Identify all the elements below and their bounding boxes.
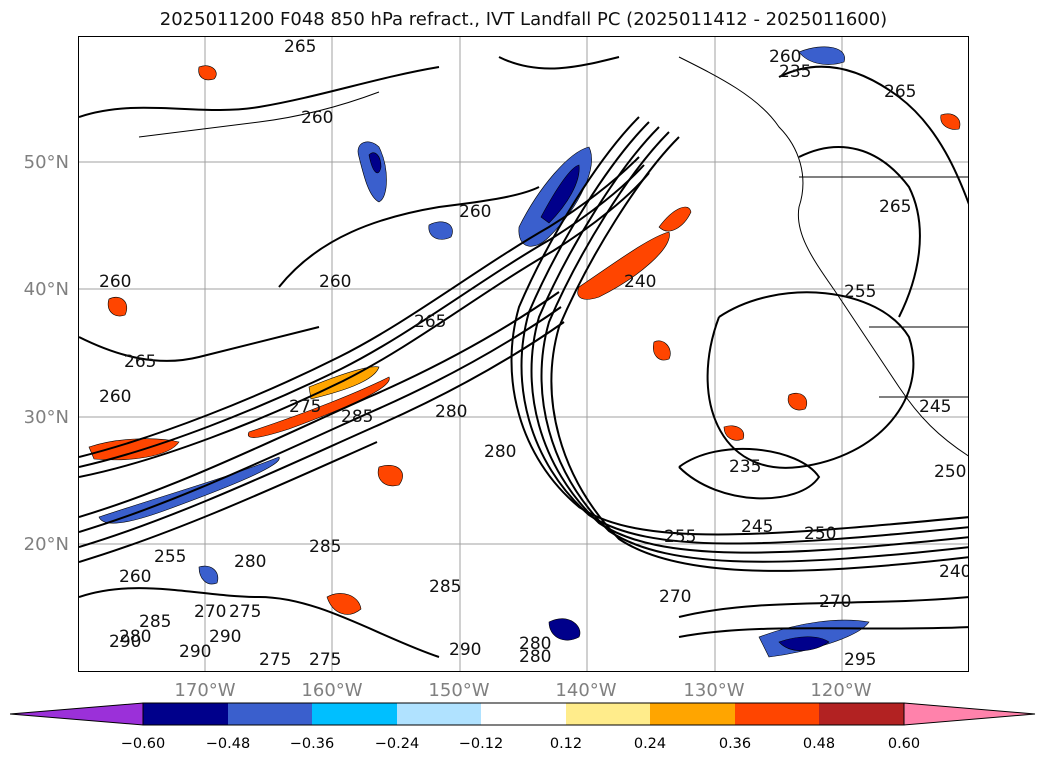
contour-label: 275 bbox=[229, 602, 261, 622]
map-canvas: 265 260 260 260 260 260 265 265 260 275 … bbox=[79, 37, 969, 671]
contour-label: 285 bbox=[309, 537, 341, 557]
lon-label: 120°W bbox=[810, 680, 872, 701]
contour-label: 290 bbox=[179, 642, 211, 662]
colorbar-tick: 0.48 bbox=[802, 736, 836, 752]
colorbar-tick: 0.60 bbox=[887, 736, 921, 752]
contour-label: 255 bbox=[154, 547, 186, 567]
contour-label: 275 bbox=[259, 650, 291, 670]
contour-label: 260 bbox=[119, 567, 151, 587]
colorbar-segment bbox=[312, 703, 397, 725]
colorbar-tick: −0.60 bbox=[120, 736, 166, 752]
contour-label: 260 bbox=[99, 272, 131, 292]
lat-label: 30°N bbox=[23, 407, 69, 428]
contour-label: 275 bbox=[289, 397, 321, 417]
contour-label: 280 bbox=[234, 552, 266, 572]
colorbar-tick: −0.12 bbox=[458, 736, 504, 752]
contour-label: 270 bbox=[194, 602, 226, 622]
contour-label: 255 bbox=[664, 527, 696, 547]
colorbar-segment bbox=[566, 703, 650, 725]
colorbar-segment bbox=[143, 703, 228, 725]
contour-label: 265 bbox=[284, 37, 316, 57]
map-title: 2025011200 F048 850 hPa refract., IVT La… bbox=[159, 9, 888, 30]
contour-label: 285 bbox=[429, 577, 461, 597]
contour-label: 235 bbox=[729, 457, 761, 477]
lon-label: 160°W bbox=[301, 680, 363, 701]
contour-label: 290 bbox=[449, 640, 481, 660]
lon-label: 150°W bbox=[428, 680, 490, 701]
contour-label-group: 265 260 260 260 260 260 265 265 260 275 … bbox=[99, 37, 969, 670]
colorbar-tick: −0.36 bbox=[289, 736, 335, 752]
ivt-contours bbox=[79, 56, 968, 658]
contour-label: 290 bbox=[209, 627, 241, 647]
contour-label: 295 bbox=[844, 650, 876, 670]
contour-label: 260 bbox=[99, 387, 131, 407]
contour-label: 240 bbox=[624, 272, 656, 292]
contour-label: 280 bbox=[435, 402, 467, 422]
colorbar-tick: 0.24 bbox=[633, 736, 667, 752]
contour-label: 235 bbox=[779, 62, 811, 82]
contour-label: 285 bbox=[139, 612, 171, 632]
colorbar-tick: −0.48 bbox=[205, 736, 251, 752]
colorbar-segment bbox=[397, 703, 481, 725]
colorbar-segment bbox=[650, 703, 735, 725]
contour-label: 270 bbox=[819, 592, 851, 612]
contour-label: 265 bbox=[884, 82, 916, 102]
contour-label: 240 bbox=[939, 562, 969, 582]
contour-label: 280 bbox=[519, 634, 551, 654]
colorbar-tick: 0.36 bbox=[718, 736, 752, 752]
contour-label: 245 bbox=[919, 397, 951, 417]
contour-label: 270 bbox=[659, 587, 691, 607]
contour-label: 280 bbox=[484, 442, 516, 462]
map-panel[interactable]: 265 260 260 260 260 260 265 265 260 275 … bbox=[78, 36, 969, 672]
contour-label: 260 bbox=[301, 108, 333, 128]
contour-label: 265 bbox=[879, 197, 911, 217]
contour-label: 285 bbox=[341, 407, 373, 427]
colorbar-tick: −0.24 bbox=[374, 736, 420, 752]
contour-label: 260 bbox=[459, 202, 491, 222]
lat-label: 20°N bbox=[23, 534, 69, 555]
contour-label: 265 bbox=[124, 352, 156, 372]
contour-label: 265 bbox=[414, 312, 446, 332]
colorbar-segment bbox=[228, 703, 312, 725]
lon-label: 140°W bbox=[555, 680, 617, 701]
colorbar-segment bbox=[10, 702, 144, 726]
contour-label: 260 bbox=[319, 272, 351, 292]
contour-label: 255 bbox=[844, 282, 876, 302]
contour-label: 280 bbox=[519, 647, 551, 667]
contour-label: 250 bbox=[804, 524, 836, 544]
colorbar-segment bbox=[819, 703, 904, 725]
contour-label: 260 bbox=[769, 47, 801, 67]
contour-label: 290 bbox=[109, 632, 141, 652]
colorbar-segment bbox=[735, 703, 819, 725]
colorbar-segment bbox=[903, 702, 1036, 726]
coastlines bbox=[138, 56, 968, 457]
colorbar-tick: 0.12 bbox=[549, 736, 583, 752]
contour-label: 245 bbox=[741, 517, 773, 537]
contour-label: 280 bbox=[119, 627, 151, 647]
lat-label: 50°N bbox=[23, 152, 69, 173]
lat-label: 40°N bbox=[23, 279, 69, 300]
lon-label: 170°W bbox=[174, 680, 236, 701]
contour-label: 250 bbox=[934, 462, 966, 482]
lon-label: 130°W bbox=[683, 680, 745, 701]
colorbar bbox=[10, 702, 1036, 726]
contour-label: 275 bbox=[309, 650, 341, 670]
colorbar-segment bbox=[481, 703, 566, 725]
